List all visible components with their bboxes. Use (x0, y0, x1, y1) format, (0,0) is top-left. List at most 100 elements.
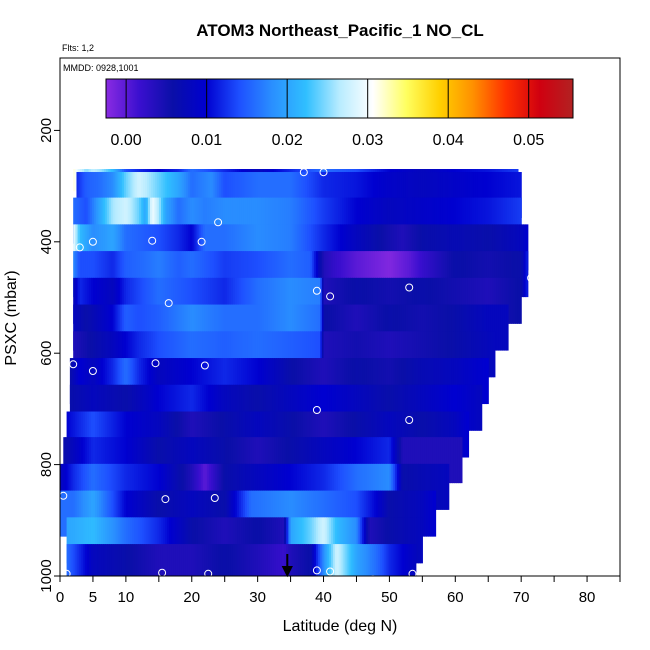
heat-cell (416, 172, 419, 219)
heat-cell (232, 277, 236, 324)
heat-cell (292, 544, 296, 576)
heat-cell (122, 331, 125, 378)
heat-cell (210, 277, 213, 324)
heat-cell (440, 411, 444, 458)
heat-cell (383, 331, 386, 378)
heat-cell (308, 331, 311, 378)
heat-cell (325, 277, 329, 324)
heat-cell (114, 358, 118, 405)
heat-cell (261, 251, 265, 298)
heat-cell (136, 224, 139, 271)
heat-cell (195, 251, 199, 298)
heat-cell (306, 304, 309, 351)
heat-cell (243, 277, 246, 324)
x-tick-label: 70 (513, 589, 530, 606)
heat-cell (430, 463, 434, 510)
heat-cell (232, 251, 236, 298)
heat-cell (307, 172, 310, 219)
heat-cell (132, 544, 135, 576)
heat-cell (224, 172, 228, 219)
heat-cell (152, 490, 156, 537)
heat-cell (189, 251, 193, 298)
heat-cell (73, 463, 76, 510)
heat-cell (306, 251, 309, 298)
heat-cell (89, 358, 92, 405)
heat-cell (391, 331, 395, 378)
heat-cell (389, 384, 393, 431)
heat-cell (284, 304, 288, 351)
heat-cell (278, 304, 281, 351)
heat-cell (152, 358, 156, 405)
heat-cell (457, 331, 460, 378)
colorbar-tick-label: 0.05 (513, 132, 544, 149)
heat-cell (480, 277, 483, 324)
heat-cell (276, 172, 279, 219)
heat-cell (447, 304, 450, 351)
heat-cell (321, 331, 325, 378)
heat-cell (420, 331, 423, 378)
heat-cell (362, 437, 366, 484)
heat-cell (426, 384, 430, 431)
heat-cell (127, 517, 131, 564)
heat-cell (102, 251, 106, 298)
heat-cell (177, 411, 181, 458)
heat-cell (208, 197, 212, 244)
heat-cell (319, 544, 323, 576)
heat-cell (108, 331, 112, 378)
heat-cell (372, 384, 376, 431)
heat-cell (274, 224, 277, 271)
heat-cell (344, 277, 347, 324)
heat-cell (346, 251, 350, 298)
heat-cell (197, 358, 201, 405)
heat-cell (205, 172, 209, 219)
heat-cell (160, 358, 164, 405)
heat-cell (420, 358, 423, 405)
heat-cell (461, 251, 465, 298)
heat-cell (321, 197, 325, 244)
heat-cell (424, 463, 428, 510)
heat-cell (360, 411, 364, 458)
heat-cell (358, 544, 362, 576)
heat-cell (270, 304, 273, 351)
heat-cell (298, 437, 302, 484)
heat-cell (208, 437, 211, 484)
heat-cell (422, 331, 426, 378)
heat-cell (512, 172, 516, 219)
heat-cell (377, 384, 380, 431)
heat-cell (167, 358, 170, 405)
heat-cell (309, 358, 312, 405)
heat-cell (457, 224, 461, 271)
heat-cell (331, 251, 334, 298)
heat-cell (136, 384, 139, 431)
heat-cell (117, 517, 121, 564)
heat-cell (494, 277, 498, 324)
heat-cell (222, 251, 226, 298)
heat-cell (67, 463, 71, 510)
heat-cell (75, 251, 79, 298)
heat-cell (115, 437, 119, 484)
heat-cell (352, 384, 356, 431)
heat-cell (162, 544, 166, 576)
heat-cell (135, 172, 138, 219)
heat-cell (132, 411, 135, 458)
heat-cell (385, 517, 389, 564)
heat-cell (331, 358, 335, 405)
heat-cell (313, 358, 316, 405)
heat-cell (313, 411, 316, 458)
heat-cell (165, 463, 168, 510)
heat-cell (406, 463, 410, 510)
heat-cell (342, 224, 345, 271)
heat-cell (83, 490, 86, 537)
heat-cell (440, 304, 444, 351)
heat-cell (331, 517, 334, 564)
heat-cell (125, 517, 129, 564)
heat-cell (300, 544, 304, 576)
heat-cell (251, 304, 255, 351)
heat-cell (216, 197, 220, 244)
heat-cell (428, 358, 432, 405)
heat-cell (352, 224, 356, 271)
heat-cell (370, 411, 374, 458)
heat-cell (79, 224, 83, 271)
heat-cell (228, 304, 232, 351)
heat-cell (162, 463, 166, 510)
